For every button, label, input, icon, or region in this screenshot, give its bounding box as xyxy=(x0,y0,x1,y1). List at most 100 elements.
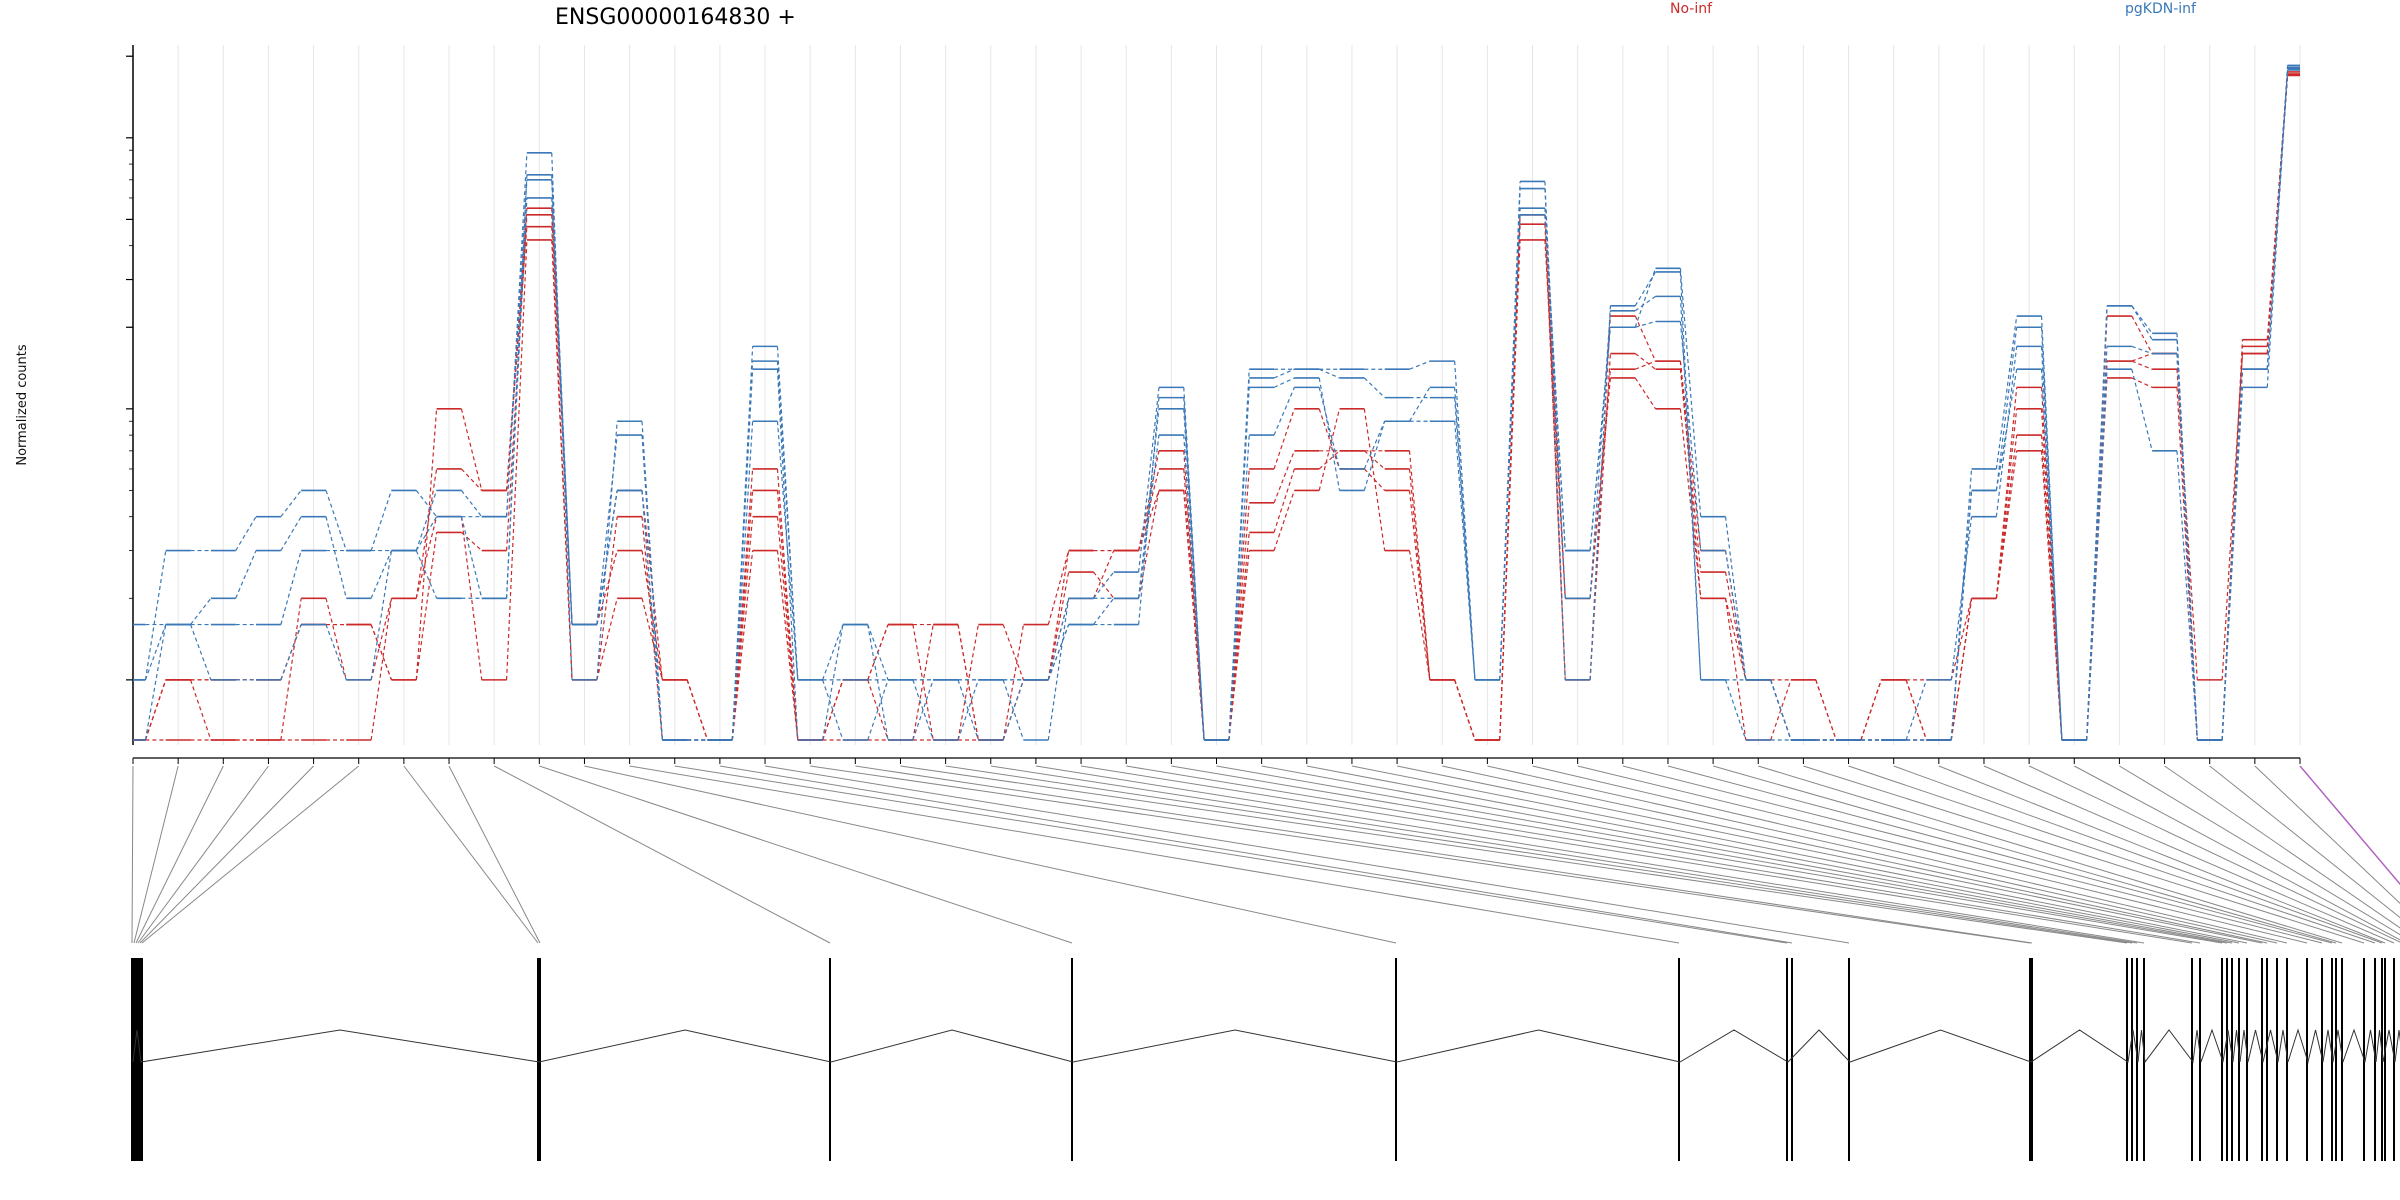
series-transition xyxy=(1273,450,1295,504)
connector-E020 xyxy=(990,765,2138,944)
connector-E032 xyxy=(1532,765,2288,944)
series-transition xyxy=(596,550,618,625)
series-transition xyxy=(1454,421,1476,680)
connector-E006 xyxy=(141,765,360,944)
series-transition xyxy=(2131,345,2153,355)
connector-E001 xyxy=(131,765,134,944)
series-transition xyxy=(1002,679,1025,741)
series-transition xyxy=(415,550,438,599)
gene-model-track xyxy=(131,958,2400,1161)
series-transition xyxy=(641,516,663,741)
connector-E027 xyxy=(1306,765,2240,944)
connector-E012 xyxy=(629,765,1680,944)
chart-title: ENSG00000164830 + xyxy=(555,5,796,30)
series-transition xyxy=(1544,188,1566,599)
series-transition xyxy=(822,624,844,681)
series-transition xyxy=(1363,408,1386,551)
series-transition xyxy=(1273,377,1295,388)
connector-E043 xyxy=(2028,765,2400,943)
series-transition xyxy=(1047,571,1070,680)
series-transition xyxy=(1995,327,2018,491)
series-transition xyxy=(280,550,302,625)
series-transition xyxy=(1634,353,1656,370)
series-transition xyxy=(596,598,618,681)
series-transition xyxy=(641,421,663,741)
connector-E015 xyxy=(764,765,1850,944)
series-transition xyxy=(1408,387,1431,422)
series-transition xyxy=(370,490,393,551)
series-transition xyxy=(1183,397,1205,741)
series-transition xyxy=(1408,550,1431,680)
series-transition xyxy=(1228,468,1250,741)
intron-path xyxy=(132,1028,2400,1064)
exon-connector-lines xyxy=(131,765,2400,944)
series-transition xyxy=(1499,181,1521,680)
y-axis-label: Normalized counts xyxy=(15,344,30,466)
series-transition xyxy=(1589,310,1611,599)
series-transition xyxy=(2040,450,2063,741)
series-transition xyxy=(2131,360,2153,370)
series-transition xyxy=(1318,377,1341,491)
series-transition xyxy=(867,679,889,741)
x-axis xyxy=(132,757,2301,764)
series-transition xyxy=(370,624,393,681)
series-transition xyxy=(1318,408,1341,491)
series-transition xyxy=(461,531,483,552)
connector-E003 xyxy=(135,765,224,944)
series-transition xyxy=(1228,550,1250,741)
series-transition xyxy=(1409,360,1431,370)
series-transition xyxy=(415,516,438,599)
series-transition xyxy=(1635,320,1656,328)
series-transition xyxy=(1679,361,1702,551)
series-transition xyxy=(1318,387,1341,470)
series-transition xyxy=(1183,435,1205,741)
series-transition xyxy=(460,490,483,518)
series-transition xyxy=(1499,214,1521,680)
connector-E005 xyxy=(139,765,314,944)
series-transition xyxy=(776,516,799,741)
series-transition xyxy=(1679,408,1702,599)
series-transition xyxy=(1318,368,1340,379)
series-transition xyxy=(280,490,302,518)
series-transition xyxy=(912,679,934,741)
series-transition xyxy=(867,624,889,741)
series-transition xyxy=(2131,377,2153,388)
series-transition xyxy=(505,208,528,491)
legend-entry-pgkdn-inf: pgKDN-inf xyxy=(2125,1,2197,17)
series-transition xyxy=(2131,352,2153,362)
connector-E019 xyxy=(945,765,2133,944)
series-transition xyxy=(1092,550,1115,599)
series-transition xyxy=(1679,321,1702,551)
series-transition xyxy=(370,598,393,741)
connector-E040 xyxy=(1893,765,2383,944)
series-transition xyxy=(1950,468,1973,741)
series-transition xyxy=(2221,353,2244,680)
connector-E021 xyxy=(1035,765,2145,944)
series-transition xyxy=(460,408,483,491)
series-transition xyxy=(957,624,979,741)
connector-E029 xyxy=(1396,765,2263,944)
series-transition xyxy=(2221,387,2244,741)
connector-E018 xyxy=(900,765,2128,944)
series-transition xyxy=(1499,239,1521,741)
connector-E035 xyxy=(1667,765,2333,944)
connector-E034 xyxy=(1622,765,2323,944)
connector-E022 xyxy=(1080,765,2193,944)
connector-E036 xyxy=(1712,765,2337,944)
series-transition xyxy=(370,550,393,599)
series-transition xyxy=(867,624,889,681)
series-transition xyxy=(325,490,347,551)
series-transition xyxy=(1318,450,1340,470)
connector-E047 xyxy=(2209,765,2400,919)
connector-E041 xyxy=(1938,765,2386,944)
series-transition xyxy=(551,239,573,680)
connector-E049 xyxy=(2299,765,2400,886)
series-transition xyxy=(1047,598,1070,681)
series-transition xyxy=(1047,598,1070,741)
series-transition xyxy=(1454,679,1476,741)
series-transition xyxy=(596,490,618,625)
series-layer xyxy=(133,64,2300,741)
series-transition xyxy=(189,679,212,741)
connector-E023 xyxy=(1126,765,2201,944)
